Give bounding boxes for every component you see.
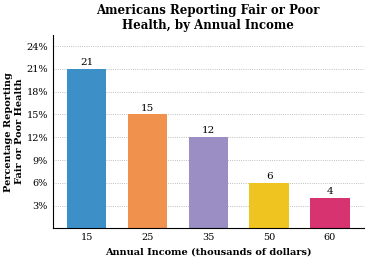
Y-axis label: Percentage Reporting
Fair or Poor Health: Percentage Reporting Fair or Poor Health [4,72,24,192]
Text: 21: 21 [80,58,93,67]
Text: 15: 15 [141,104,154,112]
Bar [67,69,106,228]
Text: 12: 12 [202,126,215,135]
X-axis label: Annual Income (thousands of dollars): Annual Income (thousands of dollars) [105,248,312,257]
Text: 6: 6 [266,172,272,181]
Bar [310,198,350,228]
Bar [250,183,289,228]
Text: 4: 4 [327,187,333,196]
Bar [128,115,167,228]
Bar [188,137,228,228]
Title: Americans Reporting Fair or Poor
Health, by Annual Income: Americans Reporting Fair or Poor Health,… [96,4,320,32]
